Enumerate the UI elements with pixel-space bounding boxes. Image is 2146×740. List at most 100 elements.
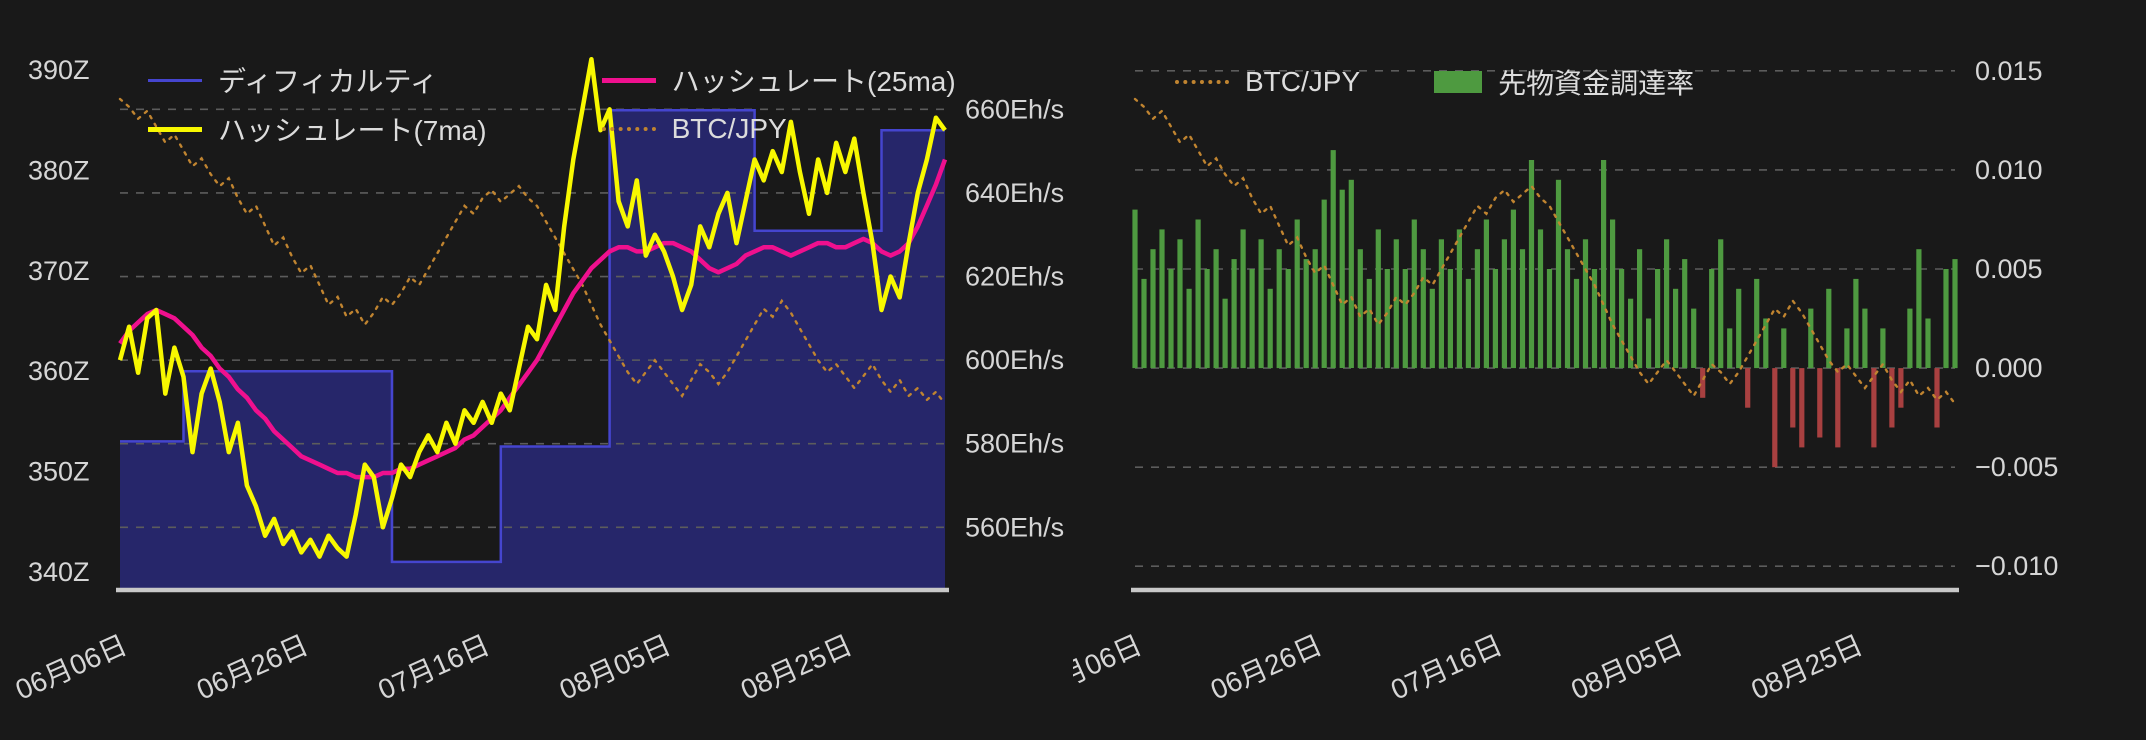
funding-rate-bar	[1664, 239, 1670, 369]
legend-item-hashrate-25ma[interactable]: ハッシュレート(25ma)	[601, 60, 956, 100]
y-axis-tick-label: 0.015	[1975, 56, 2043, 86]
difficulty-axis-tick-label: 350Z	[28, 457, 90, 487]
funding-rate-bar	[1132, 209, 1138, 369]
x-axis-tick-label: 07月16日	[373, 629, 494, 705]
funding-rate-bar	[1375, 229, 1381, 369]
funding-rate-swatch-icon	[1434, 71, 1483, 93]
funding-rate-bar	[1276, 249, 1282, 369]
funding-rate-bar	[1258, 239, 1264, 369]
hashrate-difficulty-legend: ディフィカルティハッシュレート(7ma) ハッシュレート(25ma) BTC/JPY	[148, 60, 956, 149]
difficulty-axis-tick-label: 390Z	[28, 55, 90, 85]
x-axis-tick-label: 06月26日	[1206, 629, 1327, 705]
funding-rate-bar	[1204, 269, 1210, 369]
funding-rate-bar	[1222, 298, 1228, 369]
funding-rate-bar	[1438, 239, 1444, 369]
funding-rate-bar	[1637, 249, 1643, 369]
funding-rate-bar	[1555, 179, 1562, 368]
funding-rate-bar	[1510, 209, 1516, 369]
x-axis-tick-label: 08月05日	[555, 629, 676, 705]
difficulty-axis-tick-label: 370Z	[28, 256, 90, 286]
funding-rate-legend: BTC/JPY 先物資金調達率	[1175, 62, 1694, 102]
difficulty-axis-tick-label: 360Z	[28, 356, 90, 386]
btc-jpy-swatch-icon	[601, 127, 656, 131]
funding-rate-bar	[1303, 259, 1309, 369]
legend-item-btc-jpy[interactable]: BTC/JPY	[1175, 66, 1360, 98]
funding-rate-bar	[1619, 269, 1625, 369]
x-axis-tick-label: 08月25日	[1747, 629, 1868, 705]
funding-rate-bar	[1781, 328, 1787, 368]
funding-rate-bar	[1790, 368, 1796, 428]
y-axis-tick-label: 0.005	[1975, 254, 2043, 284]
funding-rate-bar	[1826, 288, 1832, 369]
funding-rate-bar	[1456, 229, 1462, 369]
funding-rate-bar	[1745, 368, 1751, 408]
legend-label: BTC/JPY	[1245, 66, 1361, 97]
funding-rate-bar	[1330, 150, 1336, 369]
btc-jpy-swatch-icon	[1175, 80, 1229, 84]
funding-rate-bar	[1736, 288, 1742, 369]
difficulty-axis-tick-label: 340Z	[28, 557, 90, 587]
difficulty-line	[120, 108, 945, 564]
btc-jpy-line	[1133, 97, 1957, 405]
legend-item-funding-rate[interactable]: 先物資金調達率	[1434, 62, 1694, 102]
funding-rate-bar	[1610, 219, 1616, 369]
legend-label: ハッシュレート(25ma)	[671, 66, 956, 97]
legend-item-btc-jpy[interactable]: BTC/JPY	[601, 109, 956, 149]
funding-rate-bar	[1465, 278, 1471, 369]
y-axis-tick-label: 640Eh/s	[965, 178, 1064, 208]
y-axis-tick-label: 660Eh/s	[965, 94, 1064, 124]
x-axis-tick-label: 07月16日	[1386, 629, 1507, 705]
funding-rate-bar	[1366, 278, 1372, 369]
funding-rate-bar	[1772, 368, 1778, 468]
funding-rate-bar	[1601, 160, 1607, 369]
difficulty-area	[120, 110, 945, 590]
funding-rate-bar	[1483, 219, 1489, 369]
funding-rate-bar	[1727, 328, 1733, 368]
legend-label: ハッシュレート(7ma)	[218, 115, 487, 146]
legend-item-hashrate-7ma[interactable]: ハッシュレート(7ma)	[148, 109, 487, 149]
funding-rate-bar	[1348, 179, 1354, 368]
funding-rate-bar	[1384, 269, 1390, 369]
x-axis-tick-label: 08月05日	[1566, 629, 1687, 705]
btc-jpy-line	[118, 97, 947, 405]
y-axis-tick-label: 560Eh/s	[965, 512, 1064, 542]
funding-rate-bar	[1844, 328, 1850, 368]
x-axis-tick-label: 06月06日	[1073, 629, 1146, 705]
funding-rate-bar	[1808, 308, 1814, 368]
funding-rate-bar	[1682, 259, 1688, 369]
legend-item-difficulty[interactable]: ディフィカルティ	[148, 60, 487, 100]
funding-rate-bar	[1763, 318, 1769, 368]
funding-rate-bar	[1492, 269, 1498, 369]
funding-rate-bar	[1312, 249, 1318, 369]
funding-rate-bar	[1591, 269, 1598, 369]
funding-rate-bar	[1925, 318, 1931, 368]
funding-rate-bar	[1141, 278, 1147, 369]
funding-rate-bar	[1159, 229, 1165, 369]
funding-rate-bar	[1357, 249, 1363, 369]
funding-rate-bar	[1582, 239, 1589, 369]
funding-rate-bar	[1952, 259, 1958, 369]
funding-rate-bar	[1871, 368, 1877, 448]
legend-label: ディフィカルティ	[218, 66, 438, 97]
legend-label: 先物資金調達率	[1498, 68, 1695, 99]
funding-rate-panel: 0.015 0.010 0.005 0.000 −0.005 −0.010 06月06日 06…	[1073, 0, 2146, 740]
funding-rate-bar	[1853, 278, 1859, 369]
funding-rate-bar	[1285, 269, 1291, 369]
funding-rate-bar	[1231, 259, 1237, 369]
y-axis-tick-label: 0.000	[1975, 353, 2043, 383]
funding-rate-bar	[1150, 249, 1156, 369]
y-axis-tick-label: 0.010	[1975, 155, 2043, 185]
funding-rate-bar	[1177, 239, 1183, 369]
funding-rate-bar	[1321, 199, 1327, 368]
funding-rate-chart: 0.015 0.010 0.005 0.000 −0.005 −0.010 06月06日 06…	[1073, 56, 2058, 706]
funding-rate-bar	[1501, 239, 1507, 369]
funding-rate-bar	[1943, 269, 1949, 369]
y-axis-tick-label: 620Eh/s	[965, 262, 1064, 292]
funding-rate-bar	[1628, 298, 1634, 369]
funding-rate-bar	[1573, 278, 1580, 369]
funding-rate-bar	[1934, 368, 1940, 428]
funding-rate-bar	[1564, 249, 1571, 369]
funding-rate-bar	[1880, 328, 1886, 368]
funding-rate-bar	[1673, 288, 1679, 369]
